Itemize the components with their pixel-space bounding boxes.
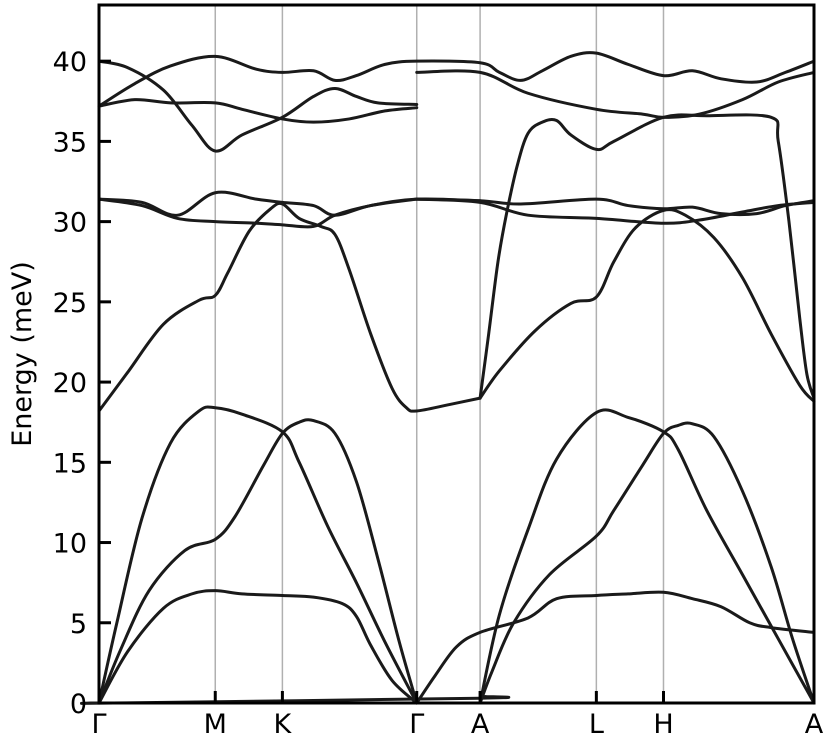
y-tick-label: 0 (70, 689, 87, 720)
branch-2 (97, 418, 419, 705)
branch-18 (415, 69, 816, 119)
y-tick-label: 40 (53, 47, 87, 78)
x-tick-label: A (805, 709, 824, 739)
branch-11 (415, 590, 816, 705)
y-tick-label: 30 (53, 208, 87, 239)
x-tick-label: L (589, 709, 604, 739)
branch-15 (478, 113, 816, 400)
x-tick-label: A (471, 709, 490, 739)
branch-12 (478, 421, 816, 705)
y-axis-label: Energy (meV) (7, 261, 38, 447)
branch-9 (97, 98, 419, 124)
branch-6 (97, 190, 419, 217)
phonon-branches (80, 51, 816, 705)
branch-16 (415, 197, 816, 216)
y-tick-label: 20 (53, 368, 87, 399)
y-tick-label: 25 (53, 288, 87, 319)
branch-17 (415, 197, 816, 225)
x-tick-label: H (653, 709, 673, 739)
branch-7 (97, 59, 419, 153)
x-tick-label: Γ (409, 709, 424, 739)
branch-13 (478, 408, 816, 705)
y-axis-ticks: 0 5 10 15 20 25 30 35 40 (53, 47, 111, 720)
y-tick-label: 10 (53, 529, 87, 560)
x-tick-label: M (204, 709, 227, 739)
y-tick-label: 35 (53, 127, 87, 158)
branch-3 (97, 405, 419, 705)
branch-10 (80, 695, 511, 705)
branch-1 (97, 589, 419, 705)
plot-frame (97, 3, 816, 705)
branch-14 (478, 208, 816, 403)
y-tick-label: 15 (53, 448, 87, 479)
branch-8 (97, 51, 816, 108)
x-tick-label: Γ (91, 709, 106, 739)
branch-4 (97, 201, 482, 413)
kpoint-gridlines (214, 5, 665, 703)
y-tick-label: 5 (70, 609, 87, 640)
x-tick-label: K (274, 709, 293, 739)
